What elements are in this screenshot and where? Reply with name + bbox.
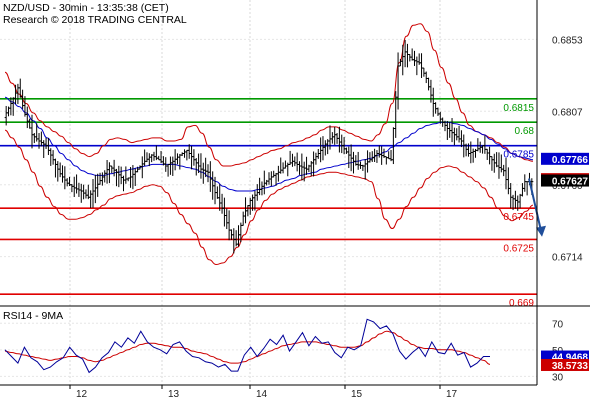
price-series — [4, 23, 546, 266]
date-tick-label-0: 12 — [76, 389, 88, 400]
date-tick-label-1: 13 — [168, 389, 180, 400]
bollinger-lower-line — [4, 129, 534, 266]
rsi-line — [4, 318, 490, 374]
date-tick-label-3: 15 — [351, 389, 363, 400]
bollinger-upper-line — [4, 23, 534, 167]
level-label-2: 0.6785 — [503, 150, 534, 161]
price-badge-2 — [541, 174, 589, 187]
rsi-series — [4, 318, 491, 374]
rsi-badge-1 — [541, 358, 589, 371]
rsi-badge-label-1: 38.5733 — [552, 361, 589, 372]
price-badge-label-2: 0.67627 — [552, 177, 589, 188]
rsi-tick-label-2: 70 — [552, 319, 564, 330]
date-tick-label-4: 17 — [446, 389, 458, 400]
level-label-1: 0.68 — [515, 126, 535, 137]
rsi-label: RSI14 - 9MA — [3, 310, 63, 322]
copyright-line: Research © 2018 TRADING CENTRAL — [3, 14, 187, 26]
price-badge-label-0: 0.67766 — [552, 155, 589, 166]
rsi-badge-label-0: 44.9468 — [552, 353, 589, 364]
level-label-5: 0.669 — [509, 298, 534, 309]
rsi-ma-line — [4, 330, 491, 365]
projection-arrow-head — [536, 225, 546, 237]
level-label-0: 0.6815 — [503, 103, 534, 114]
price-badge-0 — [541, 152, 589, 165]
price-tick-label-2: 0.6807 — [552, 107, 583, 118]
chart-title: NZD/USD - 30min - 13:35:38 (CET) — [3, 2, 169, 14]
projection-arrow-line — [528, 178, 542, 232]
date-axis-labels: 12 13 14 15 17 — [69, 385, 458, 400]
price-tick-label-0: 0.6714 — [552, 253, 583, 264]
rsi-tick-label-0: 30 — [552, 372, 564, 383]
date-tick-label-2: 14 — [256, 389, 268, 400]
grid-lines — [0, 0, 537, 385]
axes — [0, 0, 590, 386]
price-tick-label-3: 0.6853 — [552, 35, 583, 46]
level-label-4: 0.6725 — [503, 243, 534, 254]
